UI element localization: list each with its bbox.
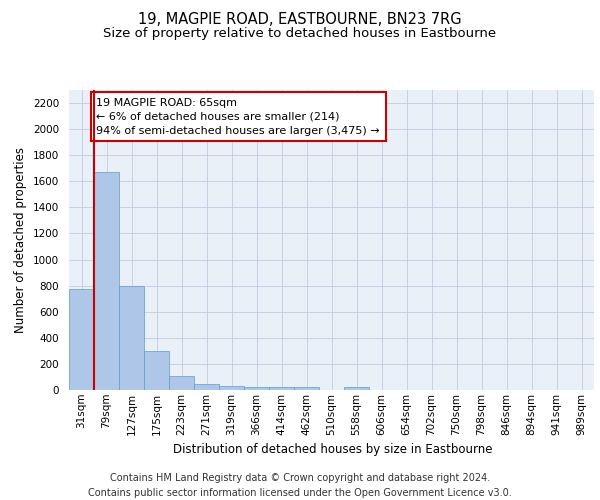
Bar bbox=[169, 376, 194, 390]
Text: Distribution of detached houses by size in Eastbourne: Distribution of detached houses by size … bbox=[173, 442, 493, 456]
Bar bbox=[294, 388, 319, 390]
Bar bbox=[94, 172, 119, 390]
Bar bbox=[69, 289, 94, 390]
Bar bbox=[194, 384, 219, 390]
Bar bbox=[119, 286, 144, 390]
Y-axis label: Number of detached properties: Number of detached properties bbox=[14, 147, 28, 333]
Text: Contains HM Land Registry data © Crown copyright and database right 2024.
Contai: Contains HM Land Registry data © Crown c… bbox=[88, 472, 512, 498]
Bar bbox=[219, 386, 244, 390]
Bar bbox=[244, 386, 269, 390]
Bar bbox=[269, 388, 294, 390]
Text: Size of property relative to detached houses in Eastbourne: Size of property relative to detached ho… bbox=[103, 28, 497, 40]
Bar bbox=[344, 388, 369, 390]
Text: 19 MAGPIE ROAD: 65sqm
← 6% of detached houses are smaller (214)
94% of semi-deta: 19 MAGPIE ROAD: 65sqm ← 6% of detached h… bbox=[97, 98, 380, 136]
Bar bbox=[144, 351, 169, 390]
Text: 19, MAGPIE ROAD, EASTBOURNE, BN23 7RG: 19, MAGPIE ROAD, EASTBOURNE, BN23 7RG bbox=[138, 12, 462, 28]
